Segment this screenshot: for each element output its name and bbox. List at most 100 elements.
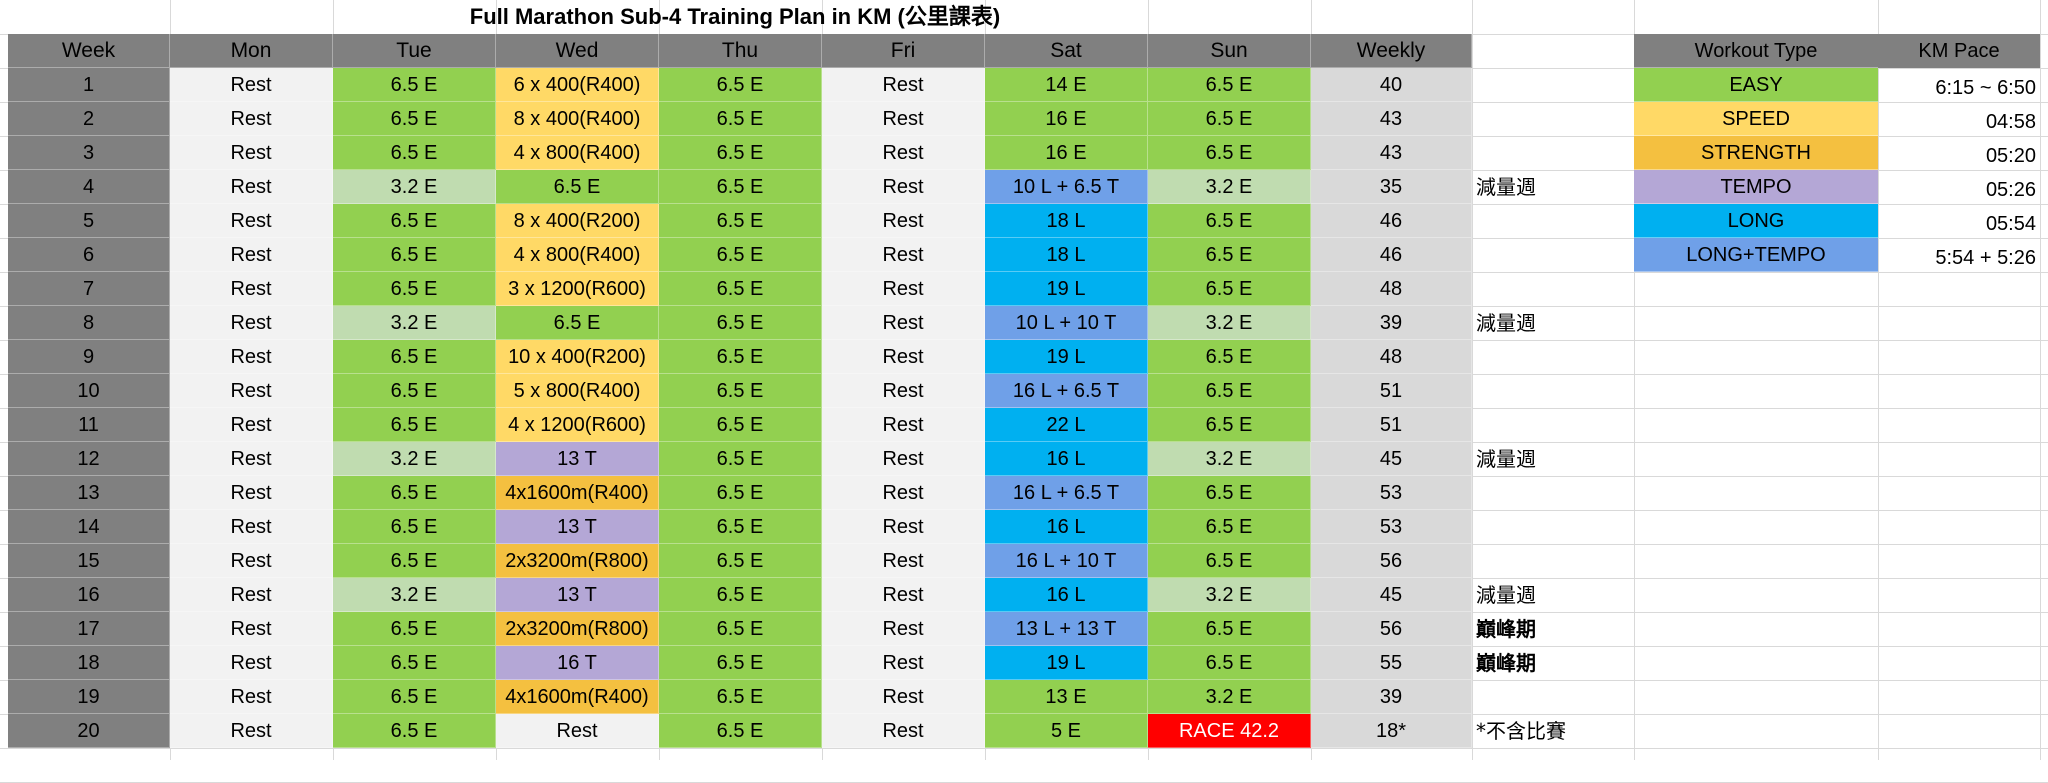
column-header-sun[interactable]: Sun [1148, 34, 1311, 68]
workout-cell[interactable]: 6.5 E [1148, 204, 1311, 238]
workout-cell[interactable]: 6.5 E [1148, 510, 1311, 544]
row-note[interactable] [1472, 374, 1632, 408]
workout-cell[interactable]: 4x1600m(R400) [496, 476, 659, 510]
workout-cell[interactable]: 6.5 E [659, 102, 822, 136]
weekly-total-cell[interactable]: 48 [1311, 340, 1472, 374]
legend-workout-type[interactable]: STRENGTH [1634, 136, 1878, 170]
workout-cell[interactable]: Rest [822, 306, 985, 340]
workout-cell[interactable]: Rest [822, 272, 985, 306]
week-number-cell[interactable]: 4 [8, 170, 170, 204]
column-header-mon[interactable]: Mon [170, 34, 333, 68]
weekly-total-cell[interactable]: 56 [1311, 612, 1472, 646]
row-note[interactable] [1472, 204, 1632, 238]
legend-km-pace[interactable]: 6:15 ~ 6:50 [1935, 77, 2036, 99]
weekly-total-cell[interactable]: 18* [1311, 714, 1472, 748]
weekly-total-cell[interactable]: 56 [1311, 544, 1472, 578]
workout-cell[interactable]: 2x3200m(R800) [496, 612, 659, 646]
workout-cell[interactable]: 6.5 E [333, 136, 496, 170]
workout-cell[interactable]: Rest [822, 680, 985, 714]
workout-cell[interactable]: 19 L [985, 646, 1148, 680]
workout-cell[interactable]: 3.2 E [1148, 680, 1311, 714]
workout-cell[interactable]: 16 L [985, 442, 1148, 476]
column-header-thu[interactable]: Thu [659, 34, 822, 68]
workout-cell[interactable]: 6.5 E [659, 476, 822, 510]
workout-cell[interactable]: Rest [822, 646, 985, 680]
workout-cell[interactable]: 5 x 800(R400) [496, 374, 659, 408]
workout-cell[interactable]: 4 x 800(R400) [496, 136, 659, 170]
workout-cell[interactable]: 13 L + 13 T [985, 612, 1148, 646]
week-number-cell[interactable]: 16 [8, 578, 170, 612]
row-note[interactable]: 減量週 [1476, 175, 1536, 199]
weekly-total-cell[interactable]: 53 [1311, 476, 1472, 510]
workout-cell[interactable]: Rest [496, 714, 659, 748]
legend-km-pace[interactable]: 05:20 [1985, 145, 2036, 167]
workout-cell[interactable]: Rest [170, 68, 333, 102]
weekly-total-cell[interactable]: 51 [1311, 374, 1472, 408]
workout-cell[interactable]: 6.5 E [333, 510, 496, 544]
workout-cell[interactable]: 13 T [496, 510, 659, 544]
workout-cell[interactable]: Rest [170, 306, 333, 340]
legend-km-pace[interactable]: 04:58 [1985, 111, 2036, 133]
workout-cell[interactable]: 6.5 E [1148, 476, 1311, 510]
workout-cell[interactable]: 13 E [985, 680, 1148, 714]
workout-cell[interactable]: 4 x 800(R400) [496, 238, 659, 272]
workout-cell[interactable]: Rest [170, 578, 333, 612]
row-note[interactable]: 減量週 [1476, 311, 1536, 335]
weekly-total-cell[interactable]: 40 [1311, 68, 1472, 102]
workout-cell[interactable]: Rest [170, 442, 333, 476]
legend-workout-type[interactable]: LONG [1634, 204, 1878, 238]
workout-cell[interactable]: 6.5 E [1148, 646, 1311, 680]
workout-cell[interactable]: 6.5 E [333, 476, 496, 510]
workout-cell[interactable]: 6.5 E [1148, 272, 1311, 306]
workout-cell[interactable]: 13 T [496, 442, 659, 476]
week-number-cell[interactable]: 14 [8, 510, 170, 544]
workout-cell[interactable]: Rest [170, 408, 333, 442]
workout-cell[interactable]: Rest [822, 68, 985, 102]
workout-cell[interactable]: 6.5 E [659, 510, 822, 544]
row-note[interactable] [1472, 510, 1632, 544]
workout-cell[interactable]: Rest [822, 170, 985, 204]
workout-cell[interactable]: 6.5 E [496, 306, 659, 340]
workout-cell[interactable]: 6.5 E [659, 612, 822, 646]
row-note[interactable] [1472, 680, 1632, 714]
legend-header-workout-type[interactable]: Workout Type [1634, 34, 1878, 68]
workout-cell[interactable]: 6.5 E [333, 544, 496, 578]
weekly-total-cell[interactable]: 35 [1311, 170, 1472, 204]
week-number-cell[interactable]: 17 [8, 612, 170, 646]
workout-cell[interactable]: 8 x 400(R400) [496, 102, 659, 136]
workout-cell[interactable]: Rest [822, 340, 985, 374]
weekly-total-cell[interactable]: 48 [1311, 272, 1472, 306]
row-note[interactable] [1472, 476, 1632, 510]
row-note[interactable]: 巔峰期 [1476, 617, 1536, 641]
workout-cell[interactable]: 16 L + 6.5 T [985, 476, 1148, 510]
workout-cell[interactable]: 6.5 E [1148, 340, 1311, 374]
workout-cell[interactable]: 22 L [985, 408, 1148, 442]
workout-cell[interactable]: Rest [822, 578, 985, 612]
row-note[interactable]: 減量週 [1476, 583, 1536, 607]
weekly-total-cell[interactable]: 43 [1311, 102, 1472, 136]
workout-cell[interactable]: Rest [822, 476, 985, 510]
week-number-cell[interactable]: 12 [8, 442, 170, 476]
week-number-cell[interactable]: 7 [8, 272, 170, 306]
workout-cell[interactable]: Rest [822, 238, 985, 272]
workout-cell[interactable]: 16 L [985, 578, 1148, 612]
week-number-cell[interactable]: 9 [8, 340, 170, 374]
workout-cell[interactable]: 6.5 E [659, 646, 822, 680]
workout-cell[interactable]: Rest [170, 136, 333, 170]
workout-cell[interactable]: 16 E [985, 102, 1148, 136]
legend-header-km-pace[interactable]: KM Pace [1878, 34, 2040, 68]
workout-cell[interactable]: 6.5 E [1148, 374, 1311, 408]
workout-cell[interactable]: 6.5 E [333, 612, 496, 646]
workout-cell[interactable]: 6.5 E [333, 204, 496, 238]
workout-cell[interactable]: Rest [170, 204, 333, 238]
workout-cell[interactable]: Rest [170, 374, 333, 408]
workout-cell[interactable]: 3.2 E [1148, 578, 1311, 612]
workout-cell[interactable]: RACE 42.2 [1148, 714, 1311, 748]
column-header-sat[interactable]: Sat [985, 34, 1148, 68]
workout-cell[interactable]: 6.5 E [1148, 238, 1311, 272]
workout-cell[interactable]: 6.5 E [659, 68, 822, 102]
workout-cell[interactable]: 6.5 E [333, 272, 496, 306]
column-header-week[interactable]: Week [8, 34, 170, 68]
workout-cell[interactable]: 16 L + 6.5 T [985, 374, 1148, 408]
week-number-cell[interactable]: 2 [8, 102, 170, 136]
